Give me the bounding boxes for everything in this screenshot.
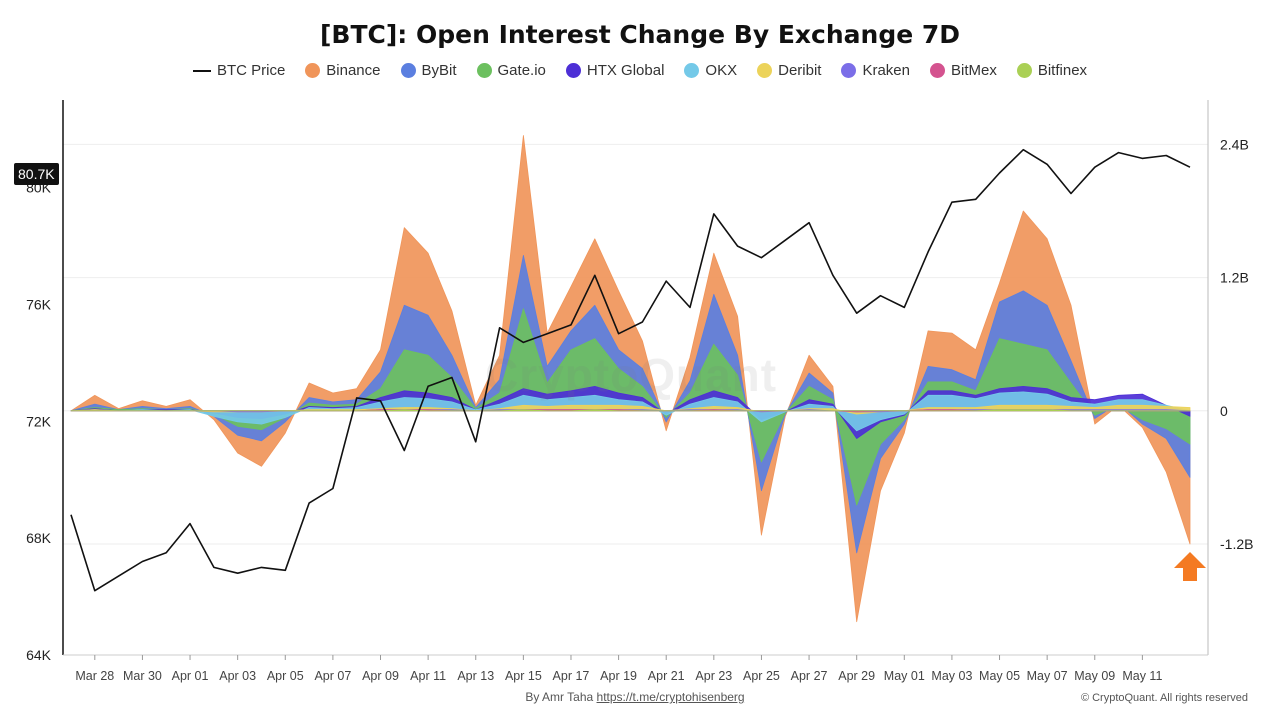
area-series [70, 135, 1191, 623]
x-tick-label: May 11 [1122, 669, 1162, 683]
legend-item[interactable]: HTX Global [565, 62, 665, 79]
y-left-tick-label: 68K [26, 530, 52, 546]
legend-swatch [684, 63, 700, 78]
y-left-tick-label: 72K [26, 413, 52, 429]
x-tick-label: Apr 29 [838, 669, 875, 683]
legend-swatch [1016, 63, 1032, 78]
x-tick-label: Apr 17 [553, 669, 590, 683]
x-tick-label: May 05 [979, 669, 1020, 683]
legend-label: BTC Price [216, 62, 286, 79]
price-series [70, 148, 1191, 592]
x-tick-label: May 09 [1074, 669, 1115, 683]
x-tick-label: Apr 25 [743, 669, 780, 683]
legend-label: ByBit [421, 62, 457, 79]
x-tick-label: Apr 21 [648, 669, 685, 683]
x-tick-label: May 01 [884, 669, 925, 683]
legend-item[interactable]: Kraken [841, 62, 910, 79]
x-tick-label: Apr 01 [172, 669, 209, 683]
x-tick-label: Apr 05 [267, 669, 304, 683]
legend-swatch [841, 63, 857, 78]
legend-label: Binance [326, 62, 381, 79]
legend-label: OKX [705, 62, 738, 79]
y-left-tick-label: 76K [26, 296, 52, 312]
x-tick-label: Apr 09 [362, 669, 399, 683]
legend-swatch [305, 63, 321, 78]
legend-item[interactable]: Deribit [757, 62, 821, 79]
x-tick-label: Mar 28 [75, 669, 114, 683]
x-tick-label: Mar 30 [123, 669, 162, 683]
legend-item[interactable]: Gate.io [476, 62, 546, 79]
legend-item[interactable]: Bitfinex [1016, 62, 1088, 79]
footer-credit: By Amr Taha https://t.me/cryptohisenberg [0, 690, 1270, 704]
legend-item[interactable]: ByBit [400, 62, 457, 79]
x-tick-label: Apr 07 [314, 669, 351, 683]
legend-swatch [192, 69, 211, 72]
y-right-tick-label: 2.4B [1220, 136, 1249, 152]
legend-item[interactable]: Binance [305, 62, 381, 79]
legend-item[interactable]: BTC Price [192, 62, 286, 79]
legend-label: Gate.io [497, 62, 546, 79]
author-link[interactable]: https://t.me/cryptohisenberg [596, 690, 745, 704]
x-tick-label: Apr 15 [505, 669, 542, 683]
x-tick-label: Apr 11 [410, 669, 446, 683]
y-left-tick-label: 64K [26, 647, 52, 663]
legend-label: Deribit [778, 62, 822, 79]
watermark: CryptoQuant [485, 349, 778, 401]
chart-title: [BTC]: Open Interest Change By Exchange … [319, 20, 961, 49]
x-tick-label: Apr 03 [219, 669, 256, 683]
area-okx [70, 391, 1191, 432]
legend-swatch [757, 63, 773, 78]
legend-swatch [565, 63, 581, 78]
copyright-text: © CryptoQuant. All rights reserved [1080, 692, 1248, 704]
legend-swatch [930, 63, 945, 78]
btc-price-line [70, 148, 1191, 592]
legend-item[interactable]: OKX [684, 62, 737, 79]
legend-label: Kraken [862, 62, 910, 79]
y-right-tick-label: -1.2B [1220, 536, 1253, 552]
x-tick-label: Apr 13 [457, 669, 494, 683]
x-tick-label: May 07 [1027, 669, 1068, 683]
legend-label: BitMex [951, 62, 997, 79]
x-tick-label: Apr 23 [695, 669, 732, 683]
legend-item[interactable]: BitMex [930, 62, 997, 79]
author-text: By Amr Taha [525, 690, 594, 704]
legend-label: Bitfinex [1037, 62, 1088, 79]
area-bitfinex [70, 409, 1191, 412]
x-tick-label: Apr 27 [791, 669, 828, 683]
y-right-tick-label: 1.2B [1220, 270, 1249, 286]
current-price-badge: 80.7K [14, 163, 59, 185]
chart-legend: BTC Price Binance ByBit Gate.io HTX Global OK… [0, 62, 1280, 79]
legend-swatch [400, 63, 416, 78]
legend-swatch [476, 63, 492, 78]
x-tick-label: May 03 [931, 669, 972, 683]
legend-label: HTX Global [586, 62, 665, 79]
up-arrow-icon [1174, 552, 1206, 581]
y-right-tick-label: 0 [1220, 403, 1228, 419]
x-tick-label: Apr 19 [600, 669, 637, 683]
